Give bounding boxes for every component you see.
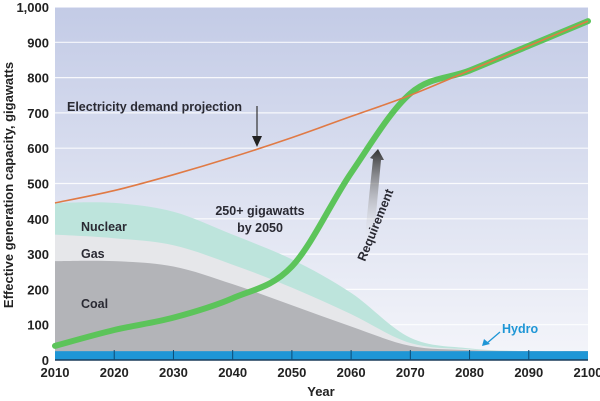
- y-tick-label: 100: [27, 318, 49, 333]
- annotations: [252, 106, 501, 346]
- x-tick-label: 2070: [396, 365, 425, 380]
- label-coal: Coal: [81, 297, 108, 311]
- y-tick-label: 1,000: [16, 0, 49, 15]
- area-hydro: [55, 351, 588, 360]
- label-250-line2: by 2050: [237, 221, 283, 235]
- y-tick-label: 800: [27, 71, 49, 86]
- label-nuclear: Nuclear: [81, 220, 127, 234]
- label-250-line1: 250+ gigawatts: [215, 204, 304, 218]
- x-tick-label: 2090: [514, 365, 543, 380]
- y-tick-label: 900: [27, 35, 49, 50]
- x-tick-label: 2080: [455, 365, 484, 380]
- requirement-arrow: [364, 149, 384, 247]
- x-axis-label: Year: [307, 384, 334, 399]
- y-tick-label: 700: [27, 106, 49, 121]
- y-tick-label: 400: [27, 212, 49, 227]
- y-tick-label: 300: [27, 247, 49, 262]
- label-demand: Electricity demand projection: [67, 100, 242, 114]
- x-tick-label: 2060: [337, 365, 366, 380]
- x-tick-label: 2040: [218, 365, 247, 380]
- y-tick-label: 600: [27, 141, 49, 156]
- y-tick-label: 500: [27, 177, 49, 192]
- x-tick-label: 2100: [574, 365, 600, 380]
- stacked-areas: [55, 202, 588, 360]
- axes: 2010 2020 2030 2040 2050 2060 2070 2080 2090 2100…: [16, 0, 600, 380]
- label-hydro: Hydro: [502, 322, 538, 336]
- hydro-arrow-line: [485, 331, 501, 345]
- x-tick-label: 2050: [277, 365, 306, 380]
- y-tick-label: 200: [27, 282, 49, 297]
- x-tick-label: 2020: [100, 365, 129, 380]
- label-gas: Gas: [81, 247, 105, 261]
- x-tick-label: 2010: [41, 365, 70, 380]
- demand-arrow-head: [252, 136, 262, 147]
- line-demand: [54, 20, 589, 204]
- x-tick-label: 2030: [159, 365, 188, 380]
- y-tick-label: 0: [42, 353, 49, 368]
- y-axis-label: Effective generation capacity, gigawatts: [1, 62, 16, 308]
- area-coal: [55, 260, 588, 360]
- series-lines: [52, 18, 591, 349]
- hydro-arrow-head: [482, 339, 490, 346]
